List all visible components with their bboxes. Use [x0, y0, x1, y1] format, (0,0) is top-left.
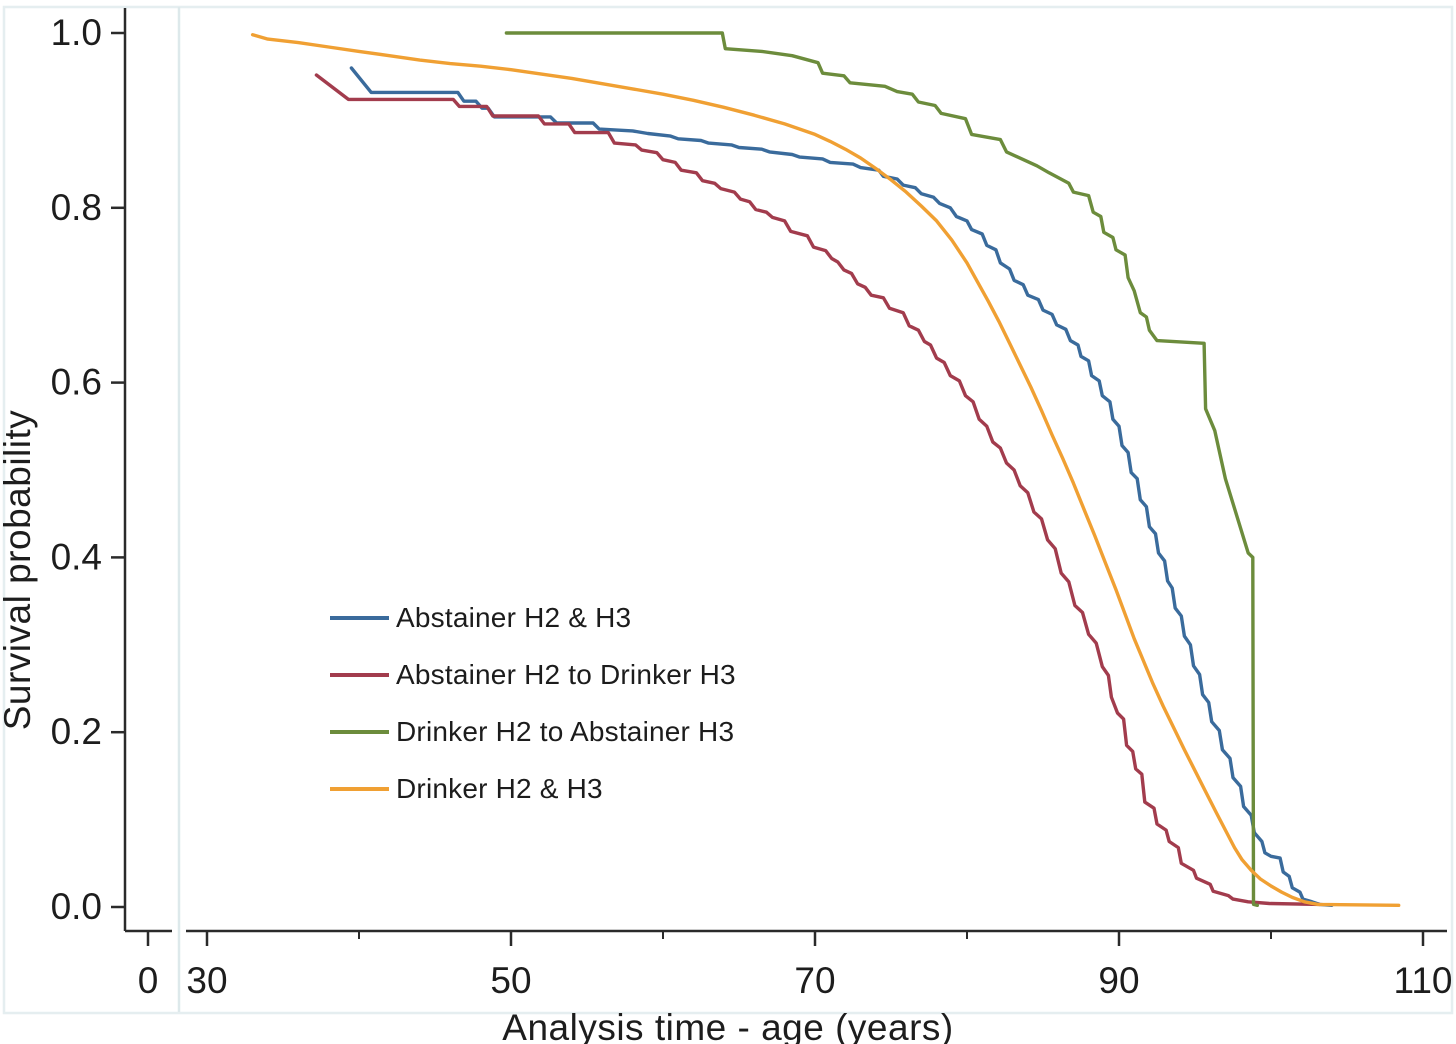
legend-label: Drinker H2 to Abstainer H3 [396, 715, 735, 747]
legend-item: Drinker H2 to Abstainer H3 [330, 703, 736, 760]
y-axis-title: Survival probability [0, 409, 38, 731]
legend-line-swatch [330, 672, 389, 677]
legend-line-swatch [330, 786, 389, 791]
y-tick-label: 0.8 [51, 187, 102, 228]
x-tick-label: 90 [1098, 960, 1139, 1001]
legend-item: Drinker H2 & H3 [330, 760, 736, 817]
legend-label: Abstainer H2 to Drinker H3 [396, 658, 736, 690]
x-tick-label: 70 [794, 960, 835, 1001]
y-tick-label: 0.4 [51, 536, 102, 577]
survival-curve-drinker-h2-to-abstainer-h3 [504, 31, 1259, 907]
legend: Abstainer H2 & H3 Abstainer H2 to Drinker… [330, 589, 736, 817]
x-axis-title: Analysis time - age (years) [502, 1007, 954, 1044]
y-tick-label: 1.0 [51, 12, 102, 53]
x-tick-label: 0 [138, 960, 159, 1001]
legend-item: Abstainer H2 to Drinker H3 [330, 646, 736, 703]
legend-line-swatch [330, 729, 389, 734]
y-tick-label: 0.2 [51, 711, 102, 752]
y-tick-label: 0.6 [51, 362, 102, 403]
legend-line-swatch [330, 615, 389, 620]
legend-label: Drinker H2 & H3 [396, 772, 603, 804]
legend-item: Abstainer H2 & H3 [330, 589, 736, 646]
figure-frame [2, 5, 1454, 1015]
y-tick-label: 0.0 [51, 886, 102, 927]
legend-label: Abstainer H2 & H3 [396, 601, 632, 633]
survival-curve-abstainer-h2-h3 [349, 66, 1334, 907]
x-tick-label: 110 [1394, 960, 1453, 1001]
x-tick-label: 50 [490, 960, 531, 1001]
survival-curve-abstainer-h2-to-drinker-h3 [314, 73, 1322, 907]
survival-curve-drinker-h2-h3 [250, 33, 1401, 907]
x-tick-label: 30 [186, 960, 227, 1001]
